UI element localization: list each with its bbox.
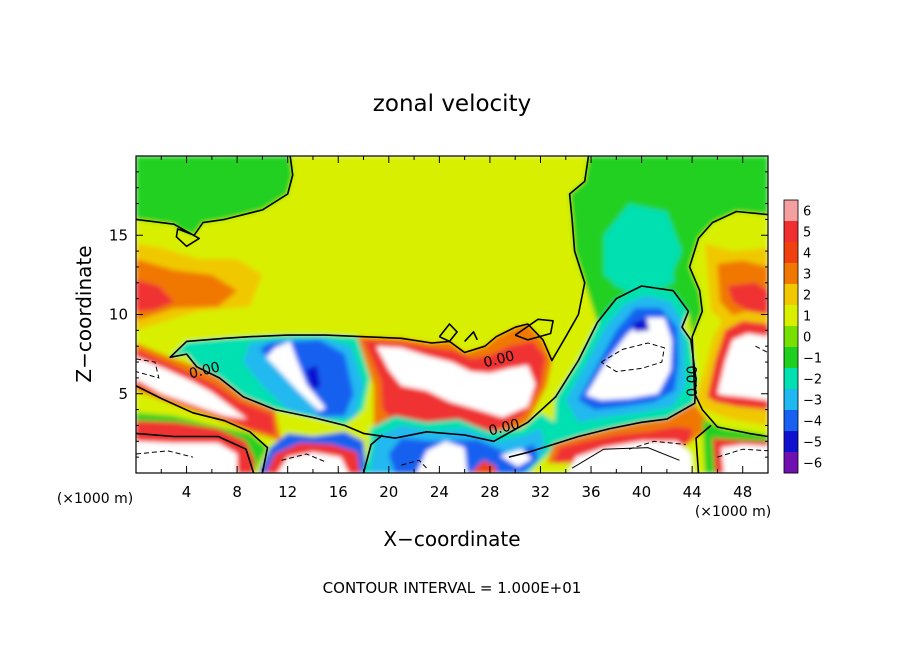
zero-contour-4 bbox=[136, 385, 269, 473]
zero-contour-1 bbox=[169, 156, 697, 458]
x-tick-label: 12 bbox=[278, 483, 297, 501]
zero-contour-8 bbox=[514, 318, 554, 341]
negative-contour-6 bbox=[755, 345, 768, 353]
x-unit-label: (×1000 m) bbox=[695, 504, 771, 520]
colorbar-label: −3 bbox=[803, 394, 822, 409]
velocity-region-6 bbox=[608, 238, 675, 291]
x-tick-label: 16 bbox=[329, 483, 348, 501]
colorbar-label: 6 bbox=[803, 205, 811, 220]
colorbar-swatch bbox=[784, 410, 798, 432]
zero-contour-2 bbox=[688, 210, 768, 438]
zero-contour-0 bbox=[136, 156, 294, 248]
colorbar-swatch bbox=[784, 368, 798, 390]
plot-area: 0.00 0.00 0.00 0.00 bbox=[135, 155, 769, 474]
contour-label: 0.00 bbox=[482, 348, 516, 371]
velocity-region-23 bbox=[136, 441, 238, 473]
velocity-region-46 bbox=[721, 444, 768, 473]
x-tick-label: 48 bbox=[733, 483, 752, 501]
x-tick-label: 36 bbox=[581, 483, 600, 501]
colorbar-label: −6 bbox=[803, 457, 822, 472]
velocity-region-43 bbox=[568, 441, 693, 473]
velocity-region-26 bbox=[277, 452, 349, 473]
colorbar-label: −5 bbox=[803, 436, 822, 451]
velocity-region-3 bbox=[186, 159, 263, 196]
zero-contour-3 bbox=[695, 424, 712, 473]
colorbar-label: −1 bbox=[803, 352, 822, 367]
colorbar-swatch bbox=[784, 284, 798, 306]
velocity-region-29 bbox=[376, 346, 536, 418]
negative-contour-5 bbox=[136, 358, 160, 379]
negative-contour-4 bbox=[281, 453, 326, 463]
x-tick-label: 4 bbox=[182, 483, 192, 501]
zero-contour-9 bbox=[464, 331, 479, 342]
velocity-region-40 bbox=[631, 317, 650, 332]
y-tick-label: 10 bbox=[109, 306, 128, 324]
colorbar-label: 5 bbox=[803, 226, 811, 241]
zero-contour-6 bbox=[362, 434, 384, 473]
velocity-region-49 bbox=[717, 333, 768, 401]
negative-contour-0 bbox=[600, 342, 665, 373]
colorbar-label: 0 bbox=[803, 331, 811, 346]
x-tick-label: 24 bbox=[430, 483, 449, 501]
contour-label: 0.00 bbox=[487, 416, 521, 439]
x-tick-label: 8 bbox=[232, 483, 242, 501]
y-unit-label: (×1000 m) bbox=[57, 491, 133, 507]
contour-labels: 0.00 0.00 0.00 0.00 bbox=[187, 348, 701, 439]
contour-lines bbox=[136, 156, 768, 473]
colorbar-label: 3 bbox=[803, 268, 811, 283]
negative-contour-3 bbox=[136, 450, 194, 458]
velocity-region-17 bbox=[305, 365, 321, 391]
zero-contour-5 bbox=[136, 432, 255, 473]
x-tick-label: 44 bbox=[683, 483, 702, 501]
colorbar-label: −4 bbox=[803, 415, 822, 430]
colorbar: 6 5 4 3 2 1 0 −1 −2 −3 −4 −5 −6 bbox=[783, 199, 822, 474]
velocity-region-20 bbox=[136, 357, 248, 420]
velocity-region-39 bbox=[586, 317, 672, 401]
contour-label: 0.00 bbox=[187, 359, 221, 382]
x-tick-label: 20 bbox=[379, 483, 398, 501]
chart-title: zonal velocity bbox=[373, 91, 531, 117]
colorbar-swatch bbox=[784, 200, 798, 222]
colorbar-swatch bbox=[784, 263, 798, 285]
y-tick-label: 15 bbox=[109, 226, 128, 244]
negative-contour-7 bbox=[401, 459, 428, 469]
positive-contour-0 bbox=[571, 447, 680, 469]
colorbar-swatch bbox=[784, 242, 798, 264]
colorbar-swatch bbox=[784, 305, 798, 327]
y-tick-label: 5 bbox=[118, 385, 128, 403]
colorbar-swatch bbox=[784, 389, 798, 411]
y-axis-ticks: 5 10 15 bbox=[109, 171, 768, 458]
contour-interval-note: CONTOUR INTERVAL = 1.000E+01 bbox=[323, 579, 582, 597]
colorbar-label: 4 bbox=[803, 247, 811, 262]
colorbar-frame bbox=[783, 199, 799, 474]
colorbar-label: 1 bbox=[803, 310, 811, 325]
negative-contour-2 bbox=[717, 448, 768, 458]
velocity-region-1 bbox=[211, 195, 566, 267]
x-tick-label: 28 bbox=[480, 483, 499, 501]
velocity-region-9 bbox=[136, 279, 174, 312]
colorbar-label: −2 bbox=[803, 373, 822, 388]
zero-contour-7 bbox=[438, 323, 458, 343]
colorbar-swatch bbox=[784, 347, 798, 369]
contour-label: 0.00 bbox=[685, 366, 701, 397]
colorbar-label: 2 bbox=[803, 289, 811, 304]
x-axis-label: X−coordinate bbox=[383, 527, 520, 551]
x-axis-ticks: 4 8 12 16 20 24 28 32 36 40 44 48 bbox=[160, 156, 752, 501]
y-axis-label: Z−coordinate bbox=[72, 245, 96, 382]
colorbar-swatch bbox=[784, 221, 798, 243]
colorbar-swatch bbox=[784, 452, 798, 474]
velocity-region-34 bbox=[416, 441, 468, 473]
velocity-region-12 bbox=[727, 282, 768, 315]
colorbar-swatch bbox=[784, 431, 798, 453]
velocity-region-16 bbox=[266, 341, 326, 412]
x-tick-label: 40 bbox=[632, 483, 651, 501]
x-tick-label: 32 bbox=[531, 483, 550, 501]
velocity-field bbox=[136, 156, 768, 473]
colorbar-swatch bbox=[784, 326, 798, 348]
negative-contour-1 bbox=[628, 440, 686, 450]
